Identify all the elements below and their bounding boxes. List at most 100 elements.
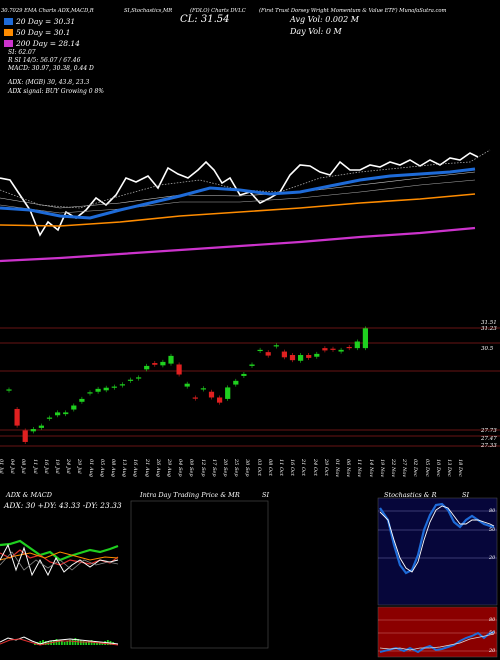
macd-bar (82, 641, 85, 645)
adx-signal: ADX signal: BUY Growing 0 8% (8, 88, 104, 95)
date-tick-label: 29 Oct (322, 459, 329, 476)
date-tick-label: 14 Nov (367, 459, 374, 478)
candle (6, 389, 12, 391)
date-tick-label: 16 Jul (42, 459, 49, 474)
adx-panel-values: ADX: 30 +DY: 43.33 -DY: 23.33 (4, 501, 122, 510)
adx-value: ADX: (MGB) 30, 43.8, 23.3 (8, 79, 90, 86)
chart-title-right: (First Trust Dorsey Wright Momentum & Va… (259, 8, 447, 14)
date-tick-label: 16 Oct (289, 459, 296, 476)
price-reference-lines (0, 327, 500, 447)
adx-orange-line (0, 551, 119, 561)
candle (144, 365, 150, 370)
macd-bar (96, 642, 98, 645)
candle (265, 352, 271, 356)
date-tick-label: 11 Nov (356, 459, 363, 478)
candle (298, 355, 304, 361)
candle (192, 397, 198, 399)
date-tick-label: 09 Sep (188, 459, 195, 477)
date-tick-label: 16 Aug (132, 459, 139, 477)
gray-dotted-line (0, 149, 491, 209)
date-tick-label: 06 Nov (345, 459, 352, 478)
date-tick-label: 13 Aug (121, 459, 128, 477)
candle (14, 408, 20, 426)
rsi-white-line (379, 633, 495, 651)
candle (257, 349, 263, 352)
rsi-tick-20: 20 (489, 648, 496, 654)
price-label-1: 31.51 (481, 320, 497, 326)
candle (208, 391, 215, 398)
intraday-panel-si: SI (262, 491, 270, 499)
date-tick-label: 10 Dec (434, 459, 441, 477)
candle (111, 386, 117, 388)
ema200-line (0, 226, 476, 263)
macd-bar (98, 643, 101, 645)
price-label-6: 27.33 (481, 443, 497, 449)
price-label-5: 27.47 (481, 436, 497, 442)
date-tick-label: 25 Sep (233, 459, 240, 477)
macd-bar (66, 641, 69, 645)
white-band-upper (0, 171, 476, 209)
candle (233, 380, 239, 385)
chart-title-left: 30.7029 EMA Charts ADX,MACD,R (1, 8, 94, 14)
price-label-4: 27.73 (481, 428, 497, 434)
macd-bar (42, 640, 44, 645)
intraday-panel-title: Intra Day Trading Price & MR (140, 491, 240, 499)
macd-bar (58, 640, 61, 645)
date-tick-label: 12 Sep (199, 459, 206, 477)
date-tick-label: 19 Jul (54, 459, 60, 474)
legend-ema200: 200 Day = 28.14 (4, 39, 80, 48)
date-tick-label: 01 Jul (0, 459, 4, 474)
macd-bar (85, 642, 88, 645)
ema20-line (0, 167, 476, 220)
white-band-lower (0, 179, 476, 214)
candle (63, 412, 69, 415)
date-tick-label: 17 Sep (210, 459, 217, 477)
macd-bar (39, 641, 42, 645)
macd-bar (71, 639, 74, 645)
date-tick-label: 21 Oct (300, 459, 307, 476)
date-tick-label: 01 Nov (334, 459, 340, 478)
candlestick-series (6, 326, 368, 444)
candle (217, 397, 223, 403)
candle (103, 387, 109, 391)
close-price-label: CL: 31.54 (180, 14, 230, 25)
avg-volume-label: Avg Vol: 0.002 M (290, 15, 359, 24)
candle (362, 328, 368, 349)
legend-ema50: 50 Day = 30.1 (4, 28, 70, 37)
price-label-3: 30.5 (481, 346, 494, 352)
macd-bar (34, 643, 36, 645)
ema50-line (0, 193, 476, 227)
macd-bar (63, 642, 66, 645)
candle (281, 351, 287, 358)
macd-bar (44, 641, 47, 645)
date-tick-label: 19 Nov (378, 459, 385, 478)
r-value: R SI 14/5: 56.07 / 67.46 (8, 57, 81, 64)
candle (184, 383, 190, 387)
date-tick-label: 30 Sep (244, 459, 251, 477)
stochastics-panel (377, 497, 498, 606)
candle (71, 405, 77, 410)
date-tick-label: 11 Jul (31, 459, 38, 474)
date-tick-label: 24 Oct (311, 459, 318, 476)
candle (249, 364, 255, 366)
rsi-blue-line (379, 631, 495, 654)
date-tick-label: 11 Oct (278, 459, 284, 476)
candle (22, 430, 28, 442)
date-tick-label: 08 Aug (110, 459, 116, 477)
candle (160, 361, 166, 366)
legend-ema20: 20 Day = 30.31 (4, 17, 75, 26)
adx-panel-title: ADX & MACD (6, 491, 52, 499)
candle (330, 348, 336, 350)
macd-bar (61, 641, 63, 645)
candle (273, 345, 279, 347)
date-tick-label: 08 Jul (20, 459, 27, 474)
rsi-panel (377, 606, 498, 658)
stoch-panel-title: Stochastics & R (384, 491, 437, 499)
date-tick-label: 05 Dec (423, 459, 430, 477)
rsi-tick-80: 80 (489, 617, 496, 623)
date-tick-label: 26 Aug (154, 459, 161, 477)
date-tick-label: 04 Sep (177, 459, 184, 477)
candle (338, 349, 344, 352)
date-tick-label: 21 Aug (143, 459, 150, 477)
